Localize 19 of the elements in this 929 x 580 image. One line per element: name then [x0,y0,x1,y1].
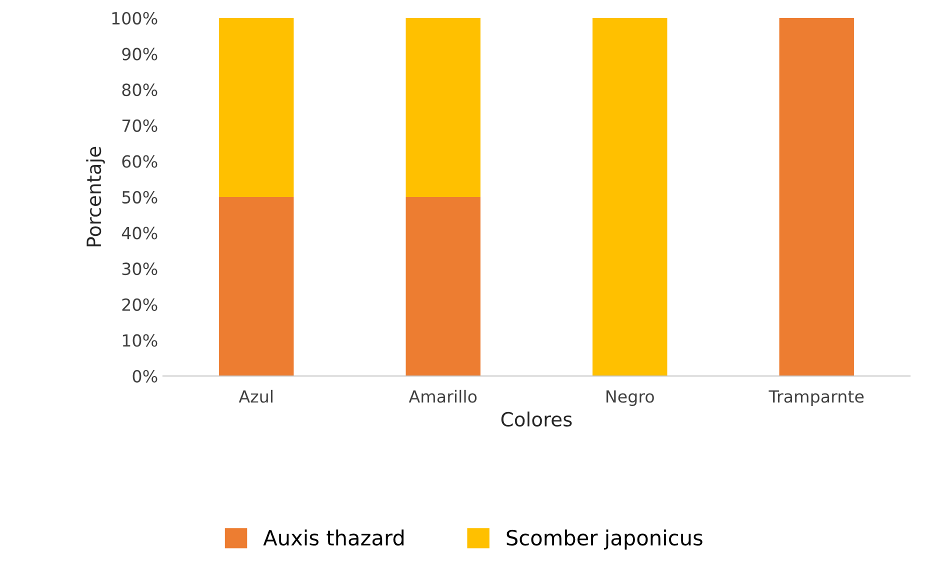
y-tick-label: 90% [122,48,158,60]
x-axis-title: Colores [501,412,572,427]
y-tick-label: 80% [122,84,158,96]
y-tick-label: 100% [112,12,158,25]
y-tick-label: 30% [122,262,158,276]
x-tick-label: Negro [606,390,654,406]
legend-label: Auxis thazard [263,529,404,546]
y-axis-title: Porcentaje [86,146,105,246]
x-tick-label: Amarillo [408,390,477,403]
legend-label: Scomber japonicus [506,529,702,550]
y-tick-label: 10% [122,334,158,347]
y-tick-label: 0% [132,370,158,383]
y-tick-label: 70% [122,119,158,132]
y-tick-label: 50% [122,190,158,204]
y-tick-label: 40% [122,226,158,240]
x-tick-label: Tramparnte [768,390,864,406]
y-tick-label: 20% [122,298,158,311]
y-tick-label: 60% [122,155,158,168]
x-tick-label: Azul [238,390,272,403]
